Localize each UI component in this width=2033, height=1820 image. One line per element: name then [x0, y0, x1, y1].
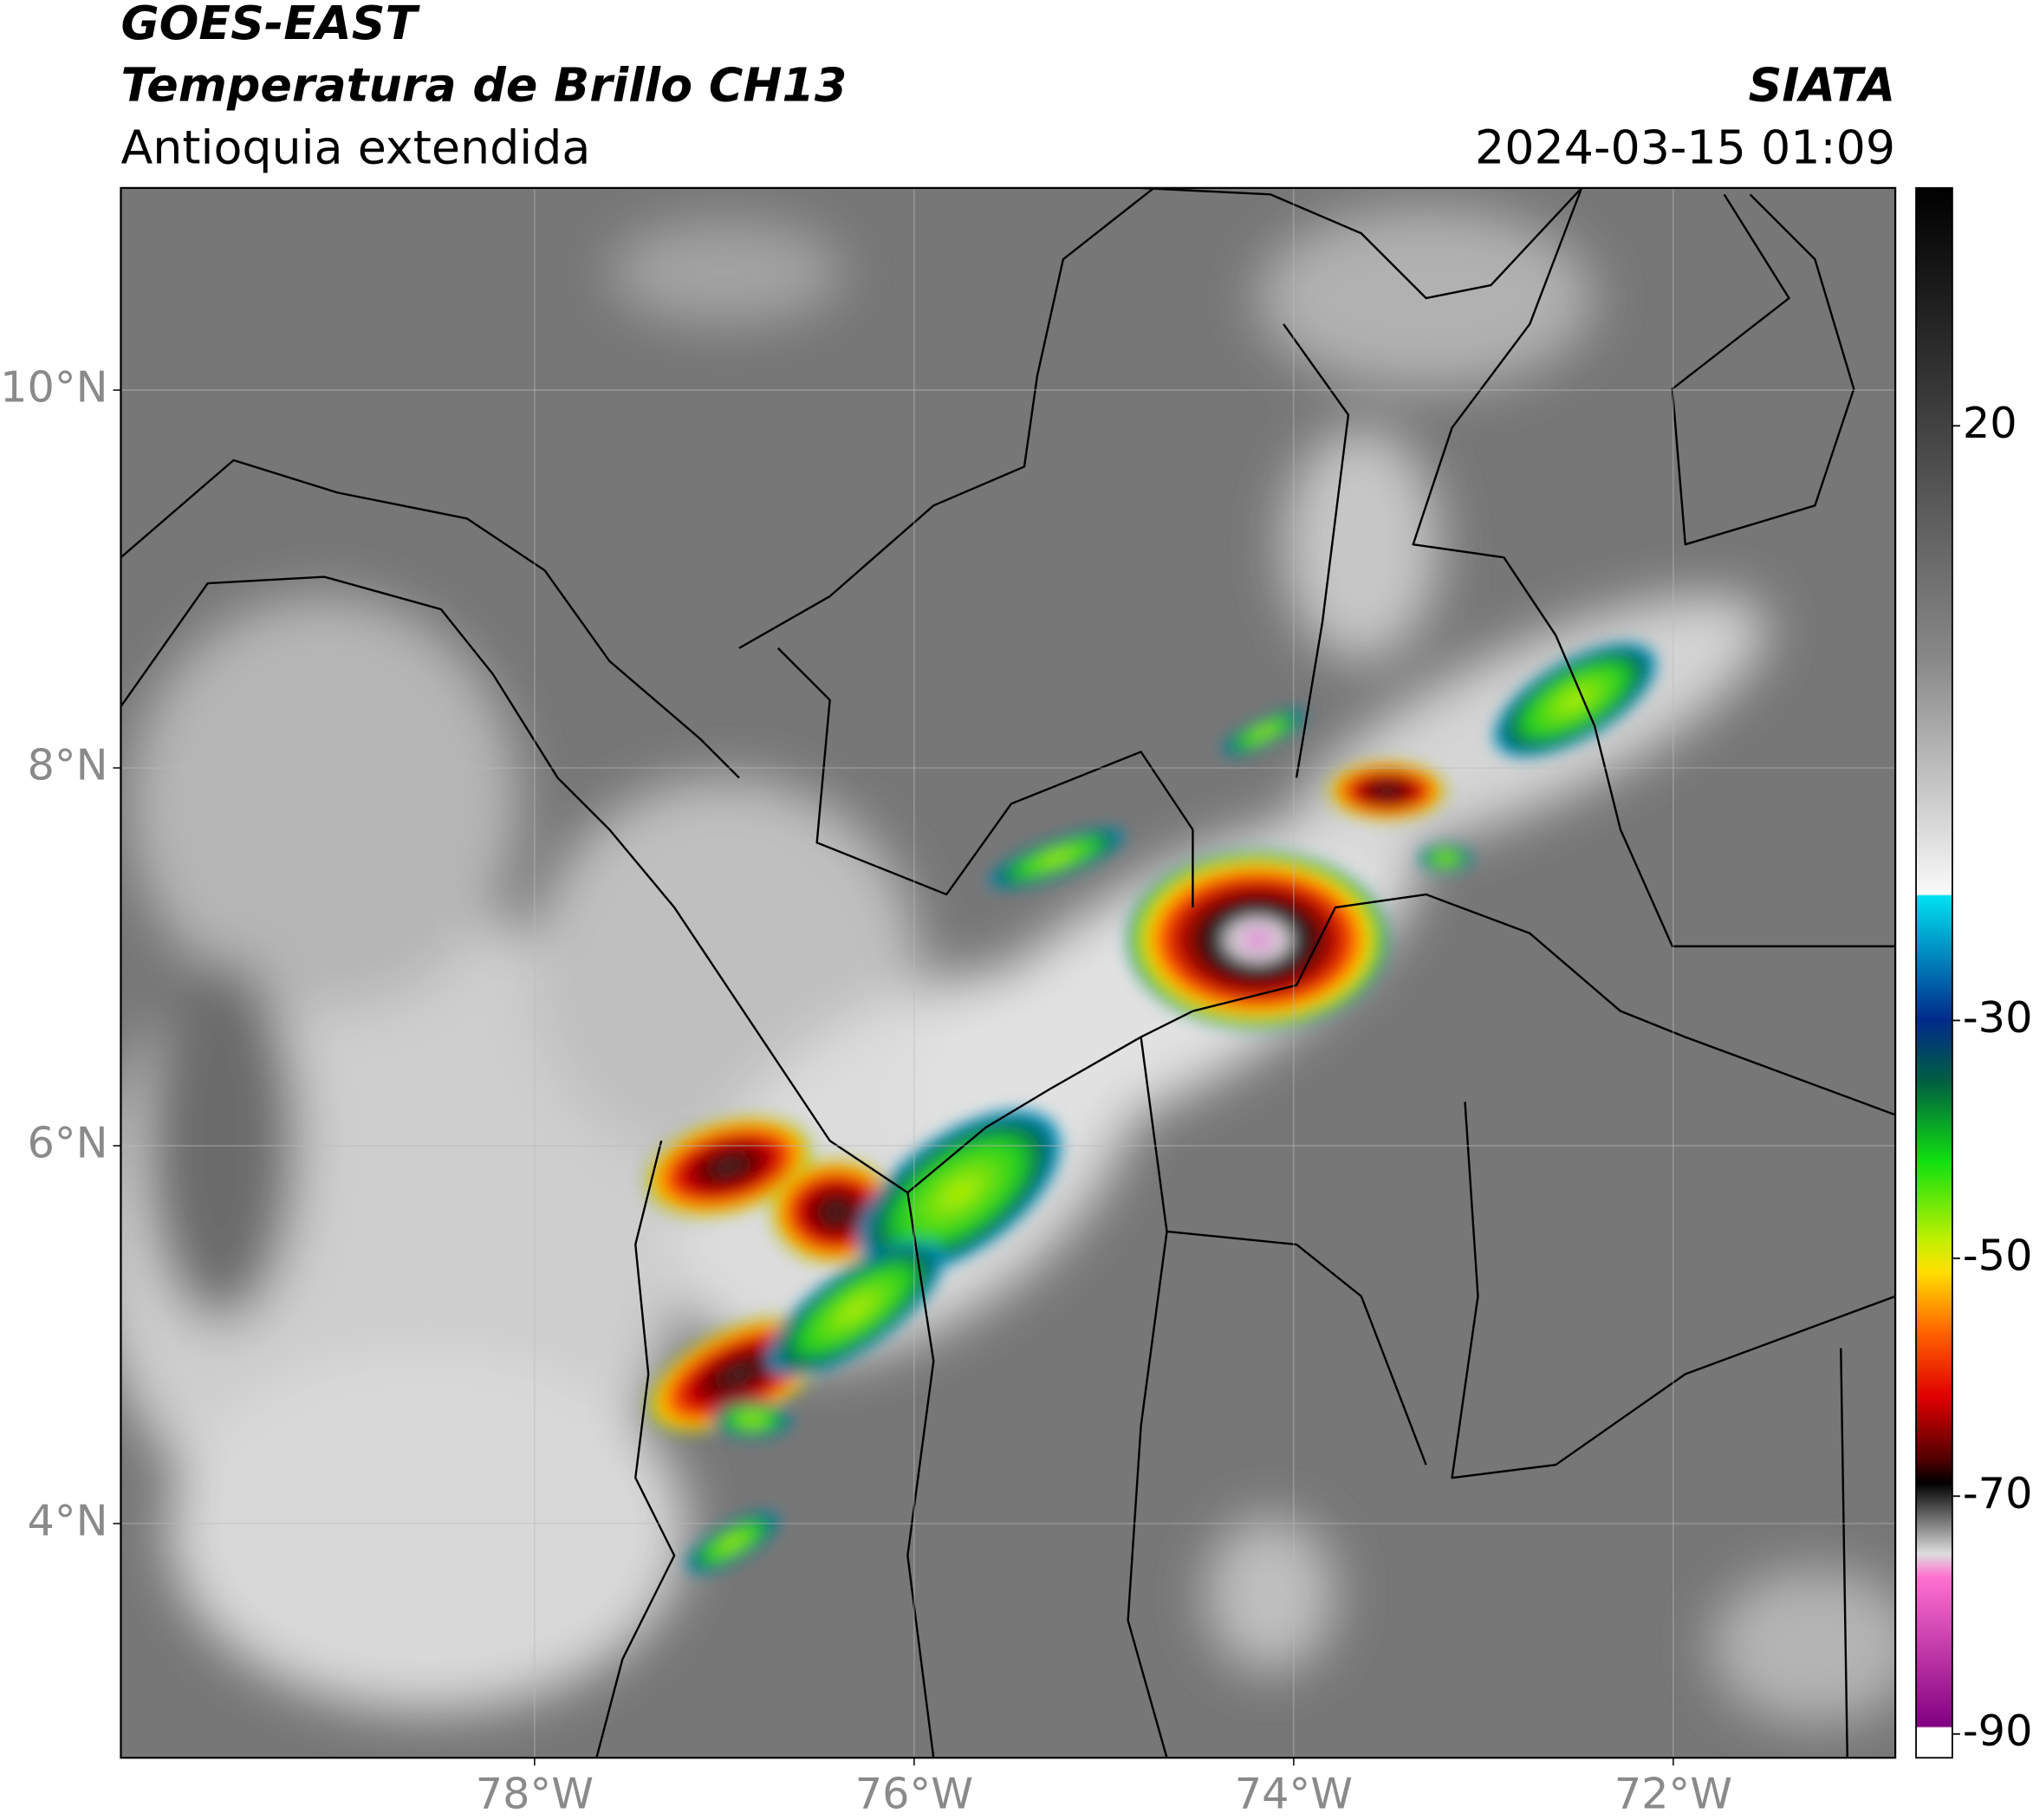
x-tick-label: 76°W [855, 1769, 973, 1819]
x-tick-label: 72°W [1614, 1769, 1732, 1819]
map-frame [120, 186, 1897, 1759]
grid [120, 187, 1896, 1758]
colorbar-tick-label: 20 [1963, 398, 2017, 448]
colorbar-tick-label: -90 [1963, 1706, 2033, 1756]
x-tick-label: 78°W [476, 1769, 594, 1819]
colorbar-tick-label: -30 [1963, 992, 2033, 1043]
datetime: 2024-03-15 01:09 [1475, 120, 1895, 174]
colorbar-tick-label: -50 [1963, 1230, 2033, 1280]
y-tick-label: 4°N [28, 1495, 108, 1545]
y-tick-label: 6°N [28, 1117, 108, 1167]
source: SIATA [1749, 58, 1896, 113]
colorbar-tick-label: -70 [1963, 1468, 2033, 1518]
title: GOES-EAST [120, 0, 420, 50]
x-tick-label: 74°W [1235, 1769, 1353, 1819]
subtitle: Temperatura de Brillo CH13 [120, 58, 847, 113]
y-tick-label: 10°N [0, 362, 107, 413]
satellite-image [120, 187, 1896, 1758]
colorbar [1915, 186, 1953, 1759]
y-tick-label: 8°N [28, 740, 108, 790]
borders [120, 187, 1896, 1758]
region: Antioquia extendida [120, 120, 590, 174]
